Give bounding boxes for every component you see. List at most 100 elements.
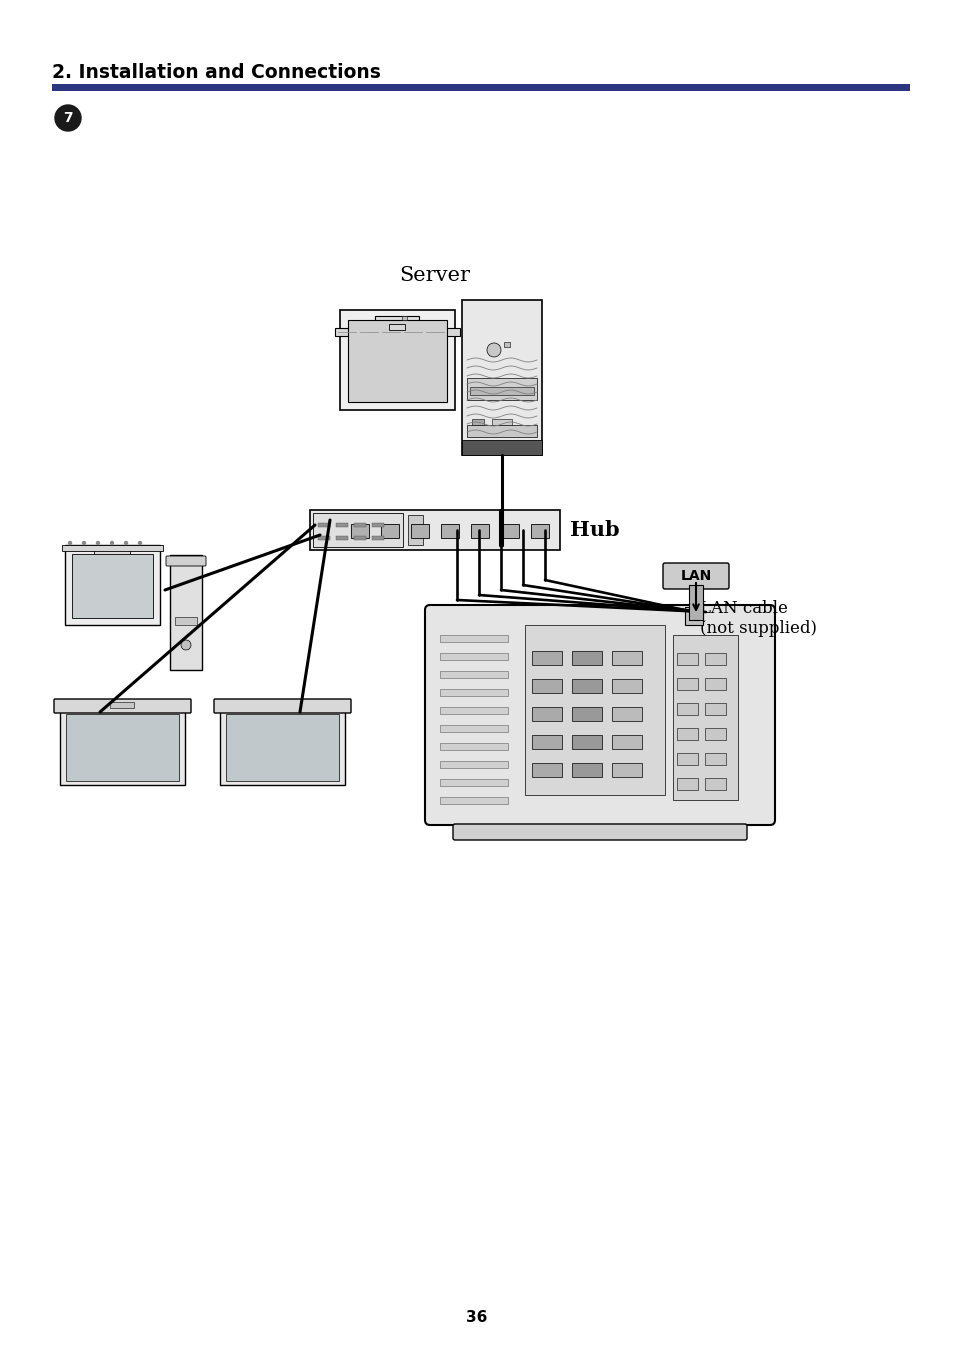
Bar <box>94 549 130 559</box>
FancyBboxPatch shape <box>572 651 601 665</box>
Bar <box>492 419 512 425</box>
Bar <box>672 635 738 799</box>
FancyBboxPatch shape <box>705 702 726 714</box>
Bar <box>467 377 537 400</box>
Circle shape <box>486 342 500 357</box>
FancyBboxPatch shape <box>705 678 726 689</box>
FancyBboxPatch shape <box>572 706 601 721</box>
Bar <box>439 652 507 661</box>
Text: Server: Server <box>399 266 470 284</box>
Text: 2. Installation and Connections: 2. Installation and Connections <box>52 63 380 82</box>
Bar <box>52 84 909 92</box>
FancyBboxPatch shape <box>54 700 191 713</box>
Bar <box>439 797 507 803</box>
Bar <box>317 523 330 527</box>
FancyBboxPatch shape <box>705 728 726 740</box>
Circle shape <box>125 542 128 545</box>
Bar <box>500 524 518 538</box>
FancyBboxPatch shape <box>677 702 698 714</box>
Bar <box>310 510 559 550</box>
FancyBboxPatch shape <box>532 735 561 749</box>
FancyBboxPatch shape <box>612 679 641 693</box>
Circle shape <box>111 542 113 545</box>
FancyBboxPatch shape <box>453 824 746 840</box>
Bar <box>62 545 163 551</box>
FancyBboxPatch shape <box>705 652 726 665</box>
Bar <box>471 524 489 538</box>
Bar <box>408 515 422 545</box>
Bar <box>226 714 338 780</box>
FancyBboxPatch shape <box>677 678 698 689</box>
Bar <box>439 762 507 768</box>
Bar <box>439 743 507 749</box>
FancyBboxPatch shape <box>677 752 698 764</box>
FancyBboxPatch shape <box>166 555 206 566</box>
Circle shape <box>82 542 86 545</box>
Bar <box>439 706 507 714</box>
FancyBboxPatch shape <box>705 778 726 790</box>
Bar <box>71 554 152 617</box>
Bar <box>372 537 384 541</box>
FancyBboxPatch shape <box>532 763 561 776</box>
Bar <box>461 439 541 456</box>
Bar <box>684 607 702 625</box>
Circle shape <box>55 105 81 131</box>
FancyBboxPatch shape <box>572 735 601 749</box>
FancyBboxPatch shape <box>532 651 561 665</box>
Bar <box>389 324 405 330</box>
Bar <box>354 537 366 541</box>
FancyBboxPatch shape <box>572 763 601 776</box>
FancyBboxPatch shape <box>612 651 641 665</box>
Bar <box>335 328 459 336</box>
FancyBboxPatch shape <box>662 563 728 589</box>
Text: 7: 7 <box>63 111 72 125</box>
FancyBboxPatch shape <box>677 778 698 790</box>
Bar <box>467 425 537 437</box>
FancyBboxPatch shape <box>213 700 351 713</box>
FancyBboxPatch shape <box>612 706 641 721</box>
Bar <box>348 319 447 402</box>
Bar <box>503 342 510 346</box>
FancyBboxPatch shape <box>532 679 561 693</box>
Text: LAN: LAN <box>679 569 711 582</box>
Bar <box>380 524 398 538</box>
Bar <box>375 315 418 328</box>
Circle shape <box>181 640 191 650</box>
Bar <box>440 524 458 538</box>
FancyBboxPatch shape <box>612 763 641 776</box>
Circle shape <box>138 542 141 545</box>
FancyBboxPatch shape <box>705 752 726 764</box>
Text: Hub: Hub <box>569 520 619 541</box>
Bar <box>339 310 455 410</box>
Bar <box>170 555 202 670</box>
Bar <box>372 523 384 527</box>
Circle shape <box>96 542 99 545</box>
Bar <box>472 419 483 425</box>
FancyBboxPatch shape <box>424 605 774 825</box>
Bar <box>439 725 507 732</box>
Bar <box>470 387 534 395</box>
FancyBboxPatch shape <box>532 706 561 721</box>
Bar <box>531 524 548 538</box>
FancyBboxPatch shape <box>677 728 698 740</box>
FancyBboxPatch shape <box>677 652 698 665</box>
Bar <box>335 523 348 527</box>
Bar <box>66 714 179 780</box>
Bar <box>688 585 702 620</box>
Text: LAN cable
(not supplied): LAN cable (not supplied) <box>700 600 816 636</box>
Bar <box>60 710 185 785</box>
Bar <box>439 635 507 642</box>
Bar <box>439 779 507 786</box>
Bar <box>354 523 366 527</box>
Bar <box>351 524 369 538</box>
Bar <box>335 537 348 541</box>
Bar <box>461 301 541 456</box>
Bar <box>313 514 402 547</box>
FancyBboxPatch shape <box>612 735 641 749</box>
Bar <box>439 689 507 696</box>
Bar <box>110 702 133 708</box>
Bar <box>524 625 664 795</box>
Text: 36: 36 <box>466 1310 487 1325</box>
Bar <box>439 671 507 678</box>
Bar <box>401 315 407 319</box>
